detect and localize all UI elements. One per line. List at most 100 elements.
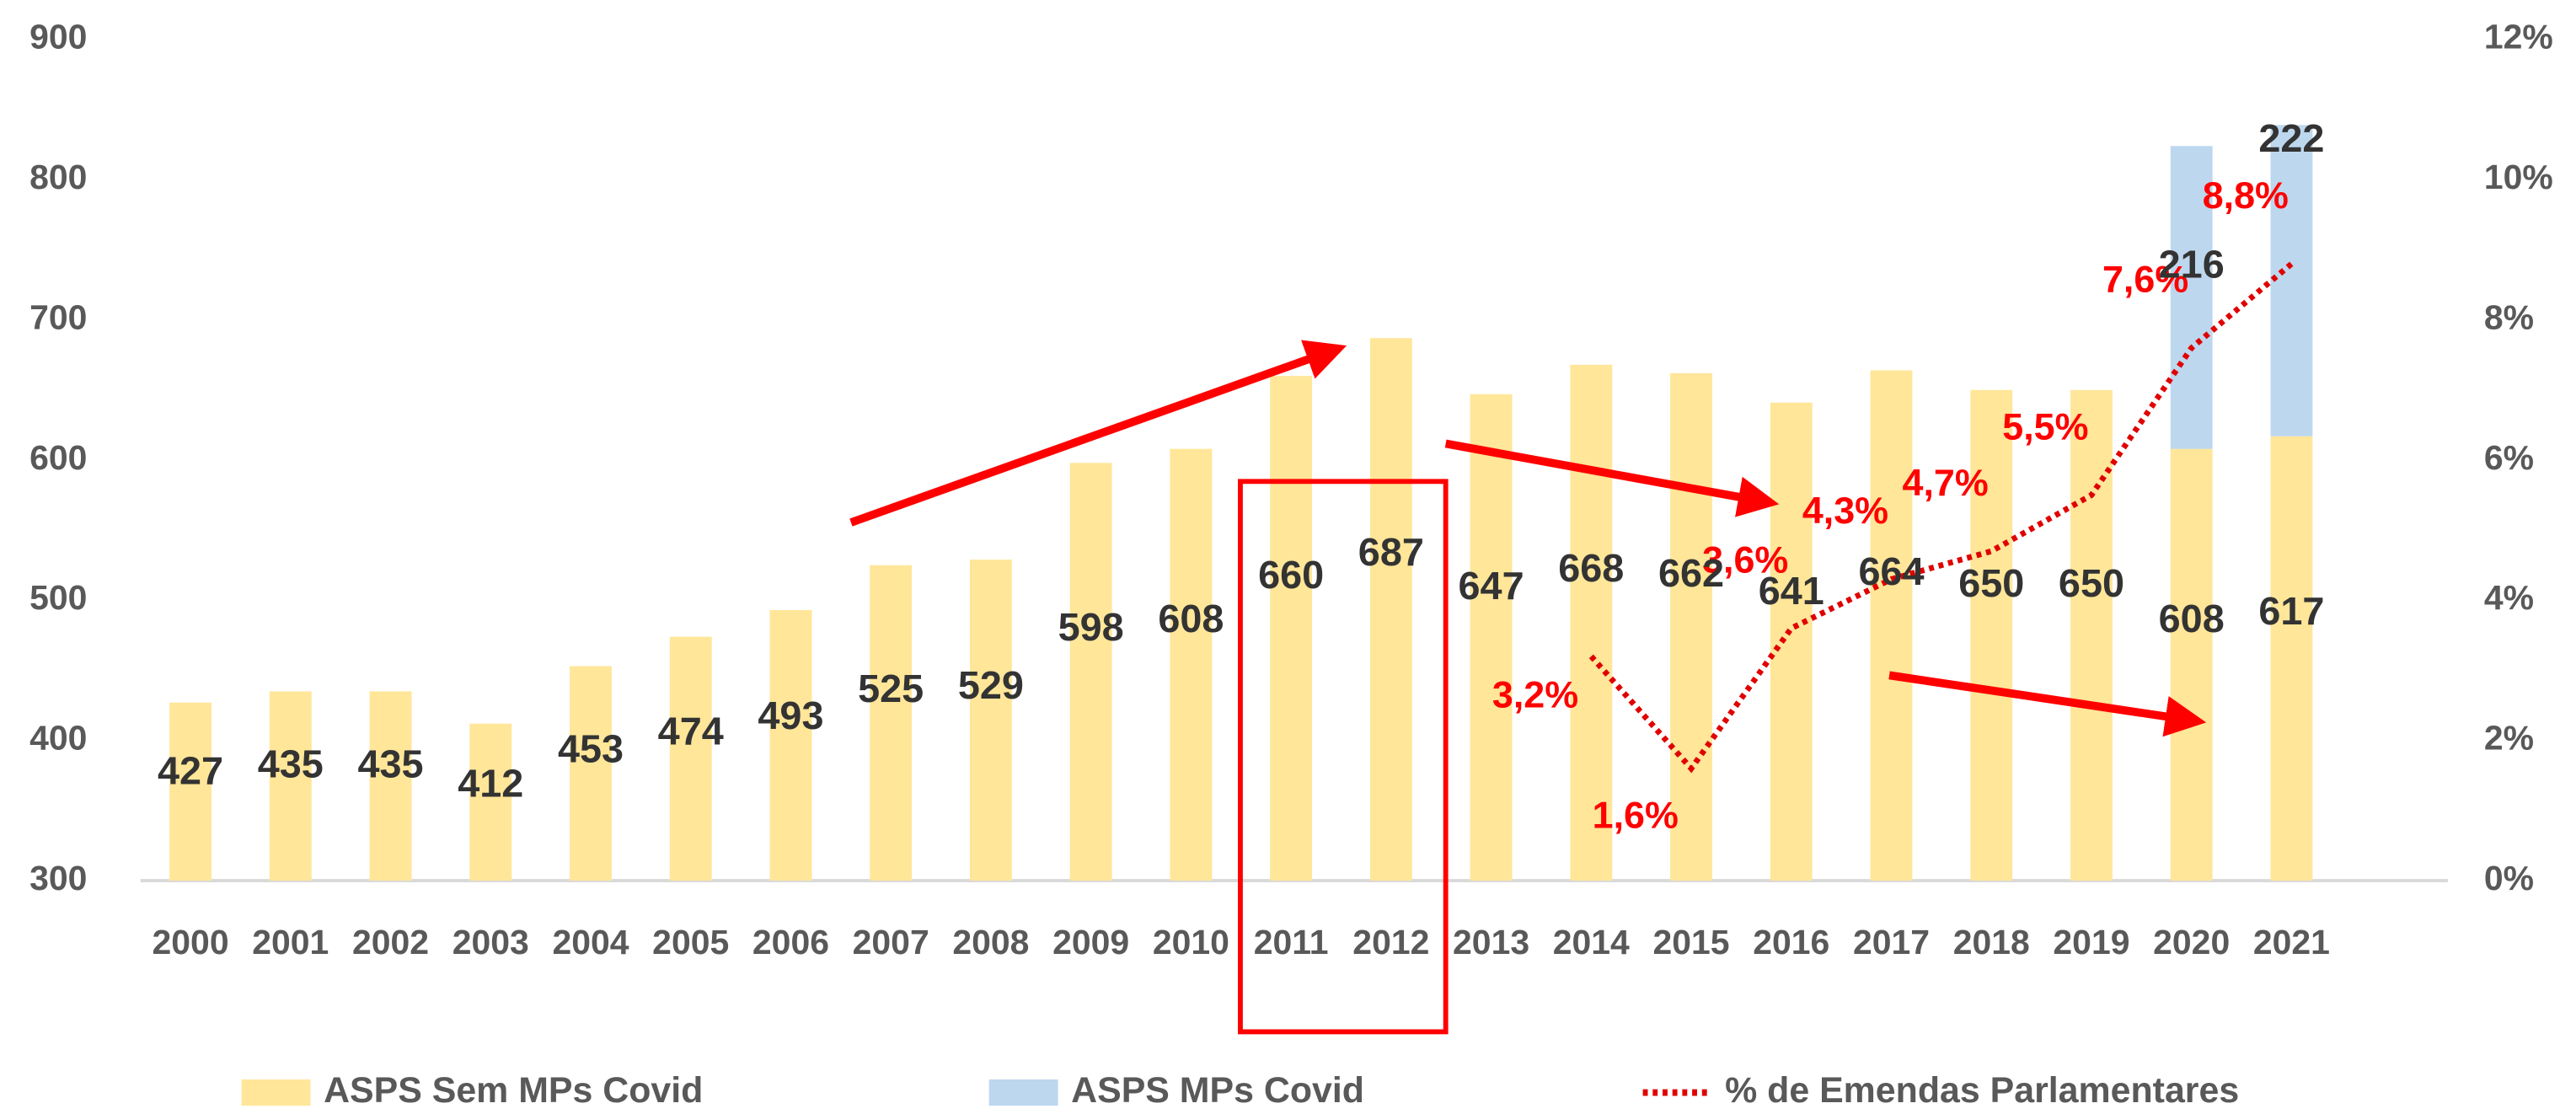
bar-label: 650 <box>2059 561 2124 605</box>
bar-label: 608 <box>2159 597 2225 640</box>
line <box>1588 261 2294 774</box>
bar <box>870 565 913 881</box>
x-tick-label: 2007 <box>853 923 929 961</box>
bar-label: 474 <box>658 710 724 753</box>
y2-tick-label: 12% <box>2484 18 2553 56</box>
bar <box>1270 376 1313 881</box>
x-tick-label: 2020 <box>2153 923 2230 961</box>
x-tick-label: 2003 <box>453 923 529 961</box>
y-tick-label: 600 <box>29 438 87 477</box>
arrow <box>849 340 1347 527</box>
x-tick-label: 2021 <box>2253 923 2330 961</box>
x-tick-label: 2014 <box>1553 923 1630 961</box>
bar <box>2070 389 2113 881</box>
bar <box>1670 372 1712 881</box>
bar <box>769 609 812 881</box>
y2-tick-label: 6% <box>2484 438 2534 477</box>
bar <box>1470 394 1513 881</box>
x-tick-label: 2009 <box>1052 923 1129 961</box>
bar-label: 427 <box>158 749 223 793</box>
arrow <box>1888 671 2207 737</box>
x-tick-label: 2002 <box>352 923 429 961</box>
bar <box>469 723 512 881</box>
bar <box>669 636 712 881</box>
line-label: 3,6% <box>1702 538 1788 581</box>
x-tick-label: 2008 <box>952 923 1029 961</box>
bar <box>1770 402 1813 881</box>
x-tick-label: 2005 <box>652 923 729 961</box>
line-label: 5,5% <box>2002 404 2088 447</box>
bar-label: 662 <box>1658 551 1724 595</box>
bar <box>1170 448 1213 881</box>
y-tick-label: 400 <box>29 719 87 758</box>
x-tick-label: 2001 <box>252 923 329 961</box>
bar <box>2170 146 2213 449</box>
bar-label: 216 <box>2159 242 2225 286</box>
legend-swatch <box>241 1079 311 1106</box>
y2-tick-label: 10% <box>2484 158 2553 196</box>
bar <box>1570 364 1613 881</box>
x-tick-label: 2004 <box>552 923 629 961</box>
line-label: 8,8% <box>2203 174 2289 217</box>
bar-label: 647 <box>1459 564 1524 608</box>
legend-label: % de Emendas Parlamentares <box>1725 1070 2239 1111</box>
y-tick-label: 300 <box>29 859 87 897</box>
x-tick-label: 2016 <box>1753 923 1829 961</box>
bar-label: 222 <box>2258 116 2324 160</box>
bar-label: 664 <box>1858 549 1924 593</box>
y-tick-label: 700 <box>29 297 87 336</box>
x-tick-label: 2006 <box>752 923 829 961</box>
line-label: 4,7% <box>1903 461 1989 504</box>
bar-label: 529 <box>958 663 1024 707</box>
bar <box>2270 125 2313 436</box>
bar-label: 668 <box>1558 546 1624 590</box>
legend-swatch <box>988 1079 1058 1106</box>
x-tick-label: 2018 <box>1953 923 2030 961</box>
x-tick-label: 2012 <box>1352 923 1429 961</box>
legend-label: ASPS MPs Covid <box>1071 1070 1364 1111</box>
y2-tick-label: 8% <box>2484 297 2534 336</box>
bar-label: 493 <box>758 694 823 737</box>
bar <box>169 702 212 881</box>
x-tick-label: 2013 <box>1453 923 1529 961</box>
line-label: 4,3% <box>1802 489 1888 532</box>
legend-label: ASPS Sem MPs Covid <box>324 1070 703 1111</box>
bar-label: 660 <box>1258 553 1324 597</box>
x-tick-label: 2011 <box>1254 923 1329 961</box>
bar-label: 435 <box>258 742 324 786</box>
bar <box>2270 436 2313 881</box>
bar <box>1870 370 1913 881</box>
bar <box>570 666 612 881</box>
bar <box>1069 463 1112 881</box>
x-tick-label: 2015 <box>1652 923 1729 961</box>
bar <box>1970 389 2013 881</box>
bar-label: 650 <box>1958 561 2024 605</box>
bar-label: 617 <box>2258 589 2324 633</box>
bar-label: 412 <box>458 762 523 806</box>
bar-label: 598 <box>1058 605 1124 649</box>
bar <box>1369 338 1412 881</box>
x-tick-label: 2010 <box>1153 923 1229 961</box>
line-label: 1,6% <box>1593 793 1679 836</box>
bar-label: 687 <box>1358 530 1424 574</box>
bar-label: 608 <box>1158 597 1224 640</box>
y-tick-label: 800 <box>29 158 87 196</box>
bar-label: 453 <box>558 727 624 771</box>
y2-tick-label: 0% <box>2484 859 2534 897</box>
x-tick-label: 2017 <box>1853 923 1930 961</box>
annotations <box>849 340 2207 1035</box>
bar-label: 435 <box>357 742 423 786</box>
y2-tick-label: 4% <box>2484 578 2534 617</box>
arrow <box>1444 439 1780 517</box>
x-tick-label: 2019 <box>2053 923 2129 961</box>
bar <box>969 560 1012 881</box>
y-tick-label: 900 <box>29 18 87 56</box>
bar <box>2170 448 2213 881</box>
highlight-box <box>1238 479 1449 1035</box>
y-tick-label: 500 <box>29 578 87 617</box>
bar <box>369 691 412 881</box>
y2-tick-label: 2% <box>2484 719 2534 758</box>
x-tick-label: 2000 <box>153 923 229 961</box>
line-label: 7,6% <box>2102 258 2188 301</box>
